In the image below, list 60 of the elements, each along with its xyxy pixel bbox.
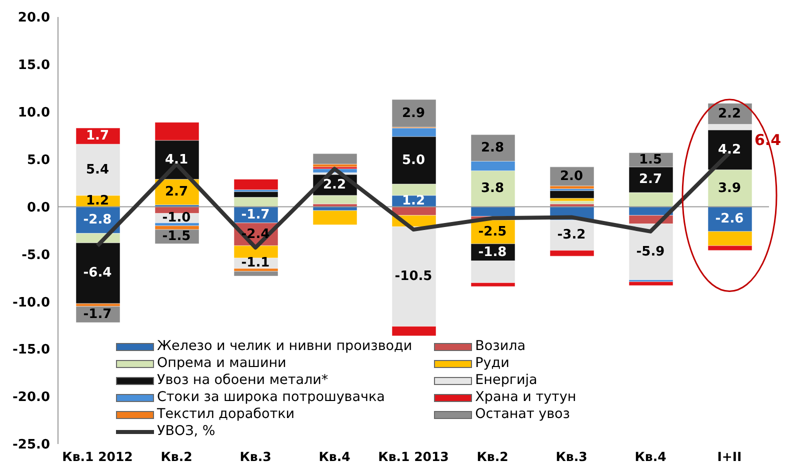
x-tick-label: I+II <box>717 448 742 464</box>
data-label: 2.7 <box>164 184 188 200</box>
y-tick-label: 5.0 <box>26 152 50 168</box>
y-tick-label: -25.0 <box>12 438 50 453</box>
data-label: 2.2 <box>322 177 346 192</box>
data-label: -1.0 <box>162 210 191 226</box>
data-label: 2.8 <box>480 140 504 156</box>
x-tick-label: Кв.3 <box>556 448 588 464</box>
y-tick-label: 20.0 <box>18 10 50 26</box>
data-label: 4.1 <box>164 152 188 168</box>
data-label: 2.2 <box>718 106 742 122</box>
data-label: -2.5 <box>478 224 507 240</box>
legend-label: Железо и челик и нивни производи <box>157 338 412 355</box>
y-tick-label: -15.0 <box>12 342 50 358</box>
data-label: -1.5 <box>162 229 191 244</box>
x-tick-label: Кв.1 2013 <box>378 448 449 464</box>
y-tick-label: -10.0 <box>12 295 50 310</box>
y-tick-label: 0.0 <box>26 200 50 216</box>
data-label: -1.7 <box>83 306 112 322</box>
legend-label: Храна и тутун <box>475 389 576 406</box>
data-label: 3.9 <box>718 180 742 196</box>
data-label: 2.7 <box>638 172 662 188</box>
data-label: 2.9 <box>402 106 426 121</box>
y-tick-label: -5.0 <box>22 248 50 263</box>
data-label: 4.2 <box>718 142 742 158</box>
x-tick-label: Кв.4 <box>318 448 351 464</box>
x-tick-label: Кв.2 <box>160 448 192 464</box>
data-label: -2.8 <box>83 212 112 228</box>
legend-label: Опрема и машини <box>157 355 286 372</box>
y-tick-label: 15.0 <box>18 58 50 74</box>
legend-label: Руди <box>475 355 510 372</box>
data-label: -1.1 <box>241 256 270 271</box>
data-label: 1.2 <box>86 194 110 209</box>
y-tick-label: 10.0 <box>18 106 50 121</box>
legend-label: Увоз на обоени метали* <box>157 372 328 389</box>
x-tick-label: Кв.3 <box>240 448 272 464</box>
x-tick-label: Кв.2 <box>476 448 508 464</box>
x-tick-label: Кв.1 2012 <box>62 448 133 464</box>
y-tick-label: -20.0 <box>12 390 50 406</box>
legend-label: Стоки за широка потрошувачка <box>157 389 385 406</box>
x-tick-label: Кв.4 <box>634 448 667 464</box>
data-label: -1.8 <box>478 244 507 260</box>
data-label: -1.7 <box>241 207 270 222</box>
data-label: 5.0 <box>402 152 426 168</box>
data-label: -2.6 <box>715 212 744 227</box>
data-label: -5.9 <box>636 244 665 260</box>
data-label: 1.7 <box>86 128 110 144</box>
data-label: 3.8 <box>480 181 504 196</box>
data-label: 2.0 <box>560 168 584 184</box>
legend-label: Енергија <box>475 372 538 389</box>
legend-label: УВОЗ, % <box>157 423 216 440</box>
data-label: 1.2 <box>402 194 426 209</box>
data-label: 1.5 <box>638 152 662 168</box>
legend-label: Останат увоз <box>475 406 570 423</box>
data-label: -3.2 <box>557 228 586 243</box>
data-label: -6.4 <box>83 266 112 281</box>
data-label: -10.5 <box>394 269 432 284</box>
legend-label: Возила <box>475 338 526 355</box>
legend-label: Текстил доработки <box>157 406 294 423</box>
data-label: 5.4 <box>86 162 110 178</box>
